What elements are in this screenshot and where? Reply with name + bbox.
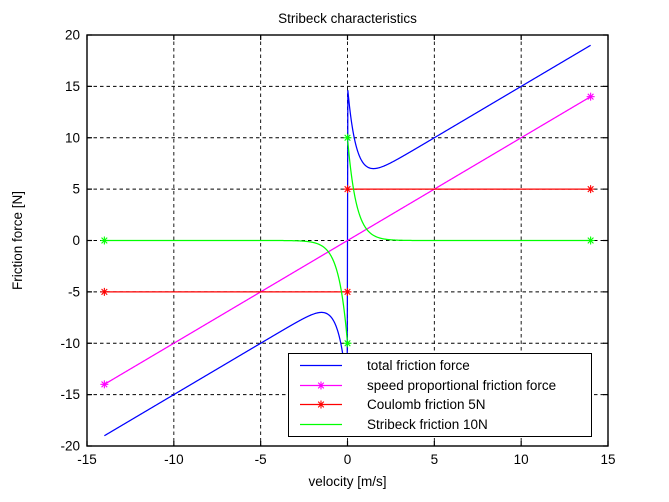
asterisk-marker [586, 185, 595, 194]
legend: total friction force speed proportional … [288, 353, 592, 437]
x-axis-label: velocity [m/s] [308, 474, 386, 489]
legend-item-stribeck: Stribeck friction 10N [289, 416, 591, 433]
legend-label-coulomb: Coulomb friction 5N [367, 397, 486, 413]
series-line-stribeck-friction-10n [347, 141, 591, 242]
x-tick-label: 5 [431, 452, 439, 467]
asterisk-marker [343, 339, 352, 348]
y-axis-label: Friction force [N] [10, 191, 25, 290]
legend-label-speed-proportional: speed proportional friction force [367, 377, 557, 393]
asterisk-marker [100, 380, 109, 389]
x-tick-label: -10 [164, 452, 184, 467]
asterisk-marker [586, 92, 595, 101]
asterisk-marker [343, 287, 352, 296]
legend-label-total-friction: total friction force [367, 357, 470, 373]
x-tick-label: 10 [514, 452, 529, 467]
y-tick-label: -20 [60, 439, 80, 454]
legend-line-speed-proportional-icon [300, 381, 342, 390]
legend-item-coulomb: Coulomb friction 5N [289, 396, 591, 413]
legend-line-stribeck-icon [300, 424, 342, 426]
y-tick-label: -10 [60, 336, 80, 351]
y-tick-label: 10 [65, 130, 80, 145]
asterisk-marker [317, 381, 325, 390]
asterisk-marker [100, 236, 109, 245]
y-tick-label: 15 [65, 79, 80, 94]
chart-title: Stribeck characteristics [278, 11, 417, 26]
y-tick-label: 0 [72, 233, 80, 248]
legend-line-total-friction-icon [300, 364, 342, 366]
asterisk-marker [343, 185, 352, 194]
legend-label-stribeck: Stribeck friction 10N [367, 417, 488, 433]
series-line-speed-proportional-friction-force [104, 96, 591, 385]
asterisk-marker [586, 236, 595, 245]
y-tick-label: 20 [65, 28, 80, 43]
y-tick-label: 5 [72, 182, 80, 197]
axes-frame [86, 34, 609, 447]
y-tick-label: -15 [60, 387, 80, 402]
x-tick-label: 15 [600, 452, 615, 467]
series-line-stribeck-friction-10n [104, 239, 348, 340]
asterisk-marker [317, 400, 325, 409]
asterisk-marker [100, 287, 109, 296]
y-tick-label: -5 [68, 284, 80, 299]
legend-item-total-friction: total friction force [289, 357, 591, 374]
legend-item-speed-proportional: speed proportional friction force [289, 377, 591, 394]
x-tick-label: -15 [77, 452, 97, 467]
x-tick-label: -5 [255, 452, 267, 467]
asterisk-marker [343, 133, 352, 142]
x-tick-label: 0 [344, 452, 352, 467]
legend-line-coulomb-icon [300, 400, 342, 409]
